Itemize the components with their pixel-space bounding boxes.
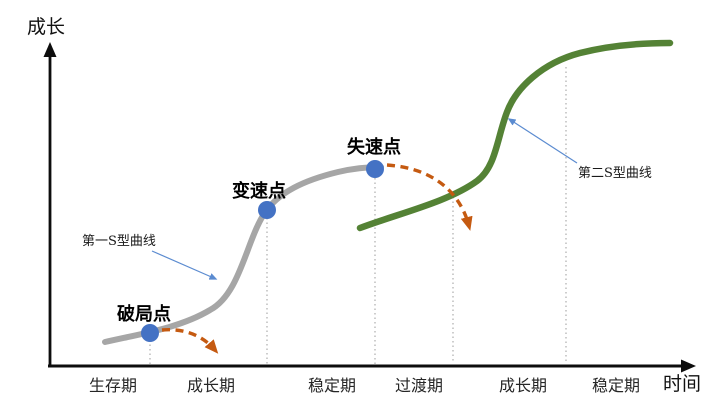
first-s-curve	[102, 164, 384, 345]
curve-label-first: 第一S型曲线	[82, 234, 156, 249]
dot-breakthrough	[141, 324, 159, 342]
decline-arrow-breakthrough	[161, 328, 219, 354]
phase-label-transition: 过渡期	[395, 377, 443, 395]
phase-label-stable-2: 稳定期	[592, 377, 640, 395]
guide-lines	[149, 67, 567, 364]
point-label-stall: 失速点	[347, 136, 401, 157]
y-axis-title: 成长	[27, 16, 65, 38]
decline-arrow-stall	[386, 163, 473, 231]
phase-label-survival: 生存期	[89, 377, 137, 395]
point-label-gear-change: 变速点	[232, 180, 286, 201]
phase-label-stable-1: 稳定期	[308, 377, 356, 395]
phase-label-growth-2: 成长期	[499, 377, 547, 395]
leader-arrow-first-curve	[151, 250, 218, 280]
point-label-breakthrough: 破局点	[117, 303, 171, 324]
dot-gear-change	[258, 201, 276, 219]
second-s-curve	[356, 39, 674, 232]
x-axis-title: 时间	[663, 373, 701, 395]
phase-label-growth-1: 成长期	[187, 377, 235, 395]
leader-arrow-second-curve	[507, 118, 578, 164]
curve-label-second: 第二S型曲线	[578, 166, 652, 181]
dot-stall	[366, 160, 384, 178]
